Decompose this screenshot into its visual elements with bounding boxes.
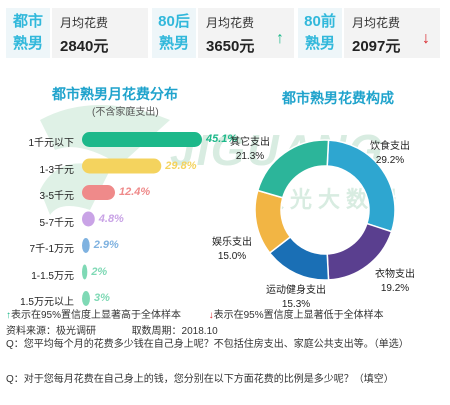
bar-3 (82, 211, 95, 227)
slice-value: 29.2% (375, 155, 405, 166)
bar-category-label: 1-3千元 (39, 164, 74, 176)
bar-2 (82, 185, 115, 200)
source-line: 资料来源：极光调研 取数周期：2018.10 (6, 322, 218, 337)
bar-4 (82, 238, 90, 253)
stat-label: 月均花费 (206, 16, 255, 30)
stat-info: 月均花费 2097元 (344, 8, 440, 58)
stat-label: 月均花费 (352, 16, 401, 30)
bar-value-label: 2% (91, 265, 108, 278)
down-arrow-icon: ↓ (208, 310, 214, 321)
up-legend-text: 表示在95%置信度上显著高于全体样本 (11, 310, 182, 321)
bar-value-label: 4.8% (98, 212, 124, 225)
bar-value-label: 29.8% (165, 159, 197, 172)
bar-category-label: 7千-1万元 (29, 244, 74, 255)
slice-name: 衣物支出 (375, 269, 415, 280)
bar-value-label: 2.9% (93, 239, 119, 251)
bar-5 (82, 264, 88, 280)
question-2: Q：对于您每月花费在自己身上的钱，您分别在以下方面花费的比例是多少呢？（填空） (6, 374, 394, 385)
donut-slice-label: 饮食支出 29.2% (360, 140, 420, 168)
pie-chart-title: 都市熟男花费构成 (282, 90, 394, 106)
bar-category-label: 1.5万元以上 (20, 297, 74, 308)
period-text: 取数周期：2018.10 (131, 326, 218, 337)
slice-name: 其它支出 (230, 137, 270, 148)
bar-chart-subtitle: (不含家庭支出) (92, 107, 159, 118)
donut-slice-label: 衣物支出 19.2% (365, 268, 425, 296)
donut-slice-4 (256, 139, 330, 199)
bar-0 (82, 132, 202, 147)
slice-value: 15.0% (217, 251, 247, 262)
slice-name: 饮食支出 (370, 141, 410, 152)
stat-info: 月均花费 3650元 (198, 8, 294, 58)
bar-category-label: 1-1.5万元 (31, 270, 74, 282)
source-text: 资料来源：极光调研 (6, 326, 96, 337)
stat-tag: 80前熟男 (298, 8, 342, 58)
stat-value: 2840元 (60, 38, 109, 55)
stat-value: 3650元 (206, 38, 255, 55)
legend-significance: ↑表示在95%置信度上显著高于全体样本 ↓表示在95%置信度上显著低于全体样本 (6, 306, 384, 321)
bar-6 (82, 291, 90, 306)
stat-tag: 都市熟男 (6, 8, 50, 58)
bar-chart-title: 都市熟男月花费分布 (52, 86, 178, 102)
stat-tag: 80后熟男 (152, 8, 196, 58)
stat-label: 月均花费 (60, 16, 109, 30)
slice-value: 15.3% (281, 299, 311, 310)
bar-category-label: 1千元以下 (28, 138, 74, 149)
donut-slice-label: 运动健身支出 15.3% (266, 284, 326, 312)
donut-slice-label: 其它支出 21.3% (220, 136, 280, 164)
slice-name: 娱乐支出 (212, 237, 252, 248)
bar-1 (82, 158, 162, 174)
bar-value-label: 45.1% (206, 133, 238, 145)
slice-value: 19.2% (380, 283, 410, 294)
stat-value: 2097元 (352, 38, 401, 55)
stat-info: 月均花费 2840元 (52, 8, 148, 58)
down-legend-text: 表示在95%置信度上显著低于全体样本 (213, 310, 384, 321)
down-arrow-icon: ↓ (422, 30, 430, 47)
bar-value-label: 12.4% (118, 186, 151, 198)
bar-category-label: 5-7千元 (39, 217, 74, 229)
slice-name: 运动健身支出 (266, 285, 326, 296)
bar-category-label: 3-5千元 (39, 191, 74, 202)
slice-value: 21.3% (235, 151, 265, 162)
question-1: Q：您平均每个月的花费多少钱在自己身上呢？不包括住房支出、家庭公共支出等。（单选… (6, 339, 409, 350)
donut-slice-label: 娱乐支出 15.0% (202, 236, 262, 264)
up-arrow-icon: ↑ (6, 310, 11, 321)
up-arrow-icon: ↑ (276, 30, 284, 47)
bar-value-label: 3% (93, 292, 110, 304)
